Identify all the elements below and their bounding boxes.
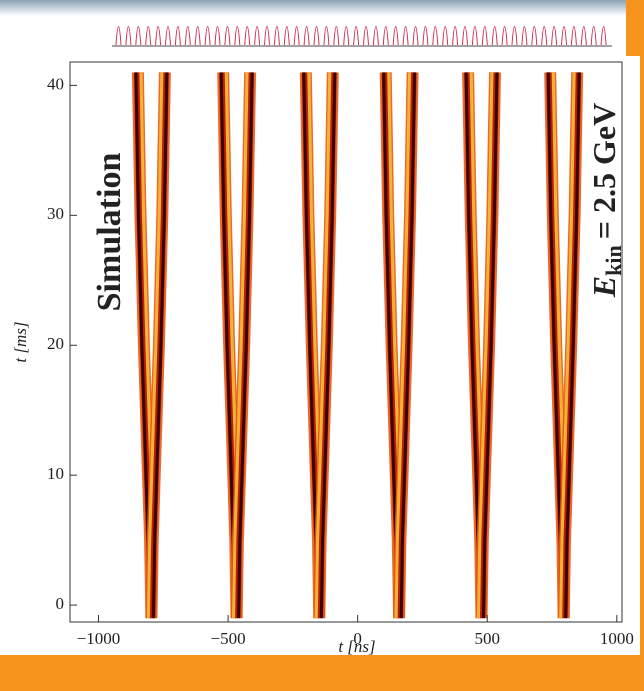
trace [315,72,337,619]
energy-value: = 2.5 GeV [586,103,622,239]
annotation: Simulation [91,153,128,312]
footer-bar [0,655,644,691]
accent-bar [626,0,644,56]
trace-core [482,72,499,619]
trace-hot [232,72,249,619]
trace-hot [146,72,164,619]
y-tick-label: 10 [47,464,64,483]
trace [147,72,169,619]
energy-subscript: kin [601,245,626,276]
trace-core [237,72,254,619]
x-tick-label: −1000 [77,629,121,648]
x-tick-label: 0 [353,629,362,648]
y-axis-label: t [ms] [11,321,30,362]
trace-core [399,72,417,619]
accent-edge [640,56,644,656]
y-tick-label: 30 [47,204,64,223]
y-tick-label: 0 [56,594,65,613]
y-tick-label: 40 [47,74,64,93]
trace-hot [314,72,332,619]
trace [559,72,582,619]
header-band [0,0,644,16]
trace-core [319,72,337,619]
trace-hot [394,72,412,619]
trace-core [151,72,169,619]
trace [232,72,255,619]
energy-label: Ekin = 2.5 GeV [586,103,626,298]
plot [131,72,584,619]
y-tick-label: 20 [47,334,64,353]
energy-symbol: E [586,276,622,298]
x-axis-label: t [ns] [338,637,375,656]
trace [395,72,417,619]
plot-frame [69,61,623,623]
trace-core [564,72,581,619]
trace-hot [559,72,576,619]
trace-hot [477,72,494,619]
x-tick-label: 500 [474,629,500,648]
trace [477,72,499,619]
x-tick-label: −500 [211,629,246,648]
waveform-thumbnail [112,26,612,47]
x-tick-label: 1000 [600,629,634,648]
